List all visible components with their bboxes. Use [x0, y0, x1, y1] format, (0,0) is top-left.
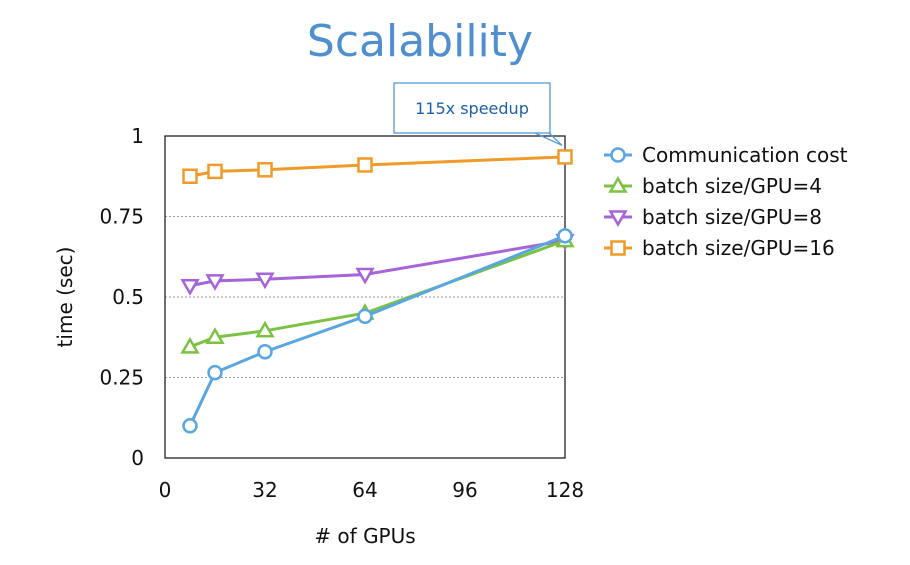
data-point — [180, 278, 200, 296]
y-tick-label: 0.75 — [99, 205, 144, 229]
data-point — [180, 336, 200, 354]
gridlines — [165, 216, 565, 378]
legend-item: batch size/GPU=4 — [604, 174, 822, 198]
speedup-callout: 115x speedup — [393, 82, 563, 146]
y-tick-label: 0.25 — [99, 366, 144, 390]
plot-area-frame — [164, 135, 566, 459]
series-3 — [182, 149, 573, 184]
x-tick-label: 96 — [452, 478, 477, 502]
series-line — [189, 239, 566, 288]
series-0 — [182, 228, 573, 434]
legend-marker — [610, 240, 626, 256]
legend-label: batch size/GPU=4 — [642, 174, 822, 198]
data-point — [357, 308, 373, 325]
y-tick-label: 0.5 — [112, 285, 144, 309]
series-1 — [180, 230, 575, 354]
legend-label: batch size/GPU=16 — [642, 236, 835, 260]
data-point — [205, 274, 225, 291]
callout-text: 115x speedup — [415, 99, 529, 118]
legend: Communication cost batch size/GPU=4 batch … — [604, 143, 848, 260]
legend-marker — [608, 210, 628, 228]
data-point — [182, 418, 198, 434]
y-tick-label: 0 — [131, 446, 144, 470]
legend-item: batch size/GPU=8 — [604, 205, 822, 229]
y-axis-ticks: 0 0.25 0.5 0.75 1 — [99, 124, 144, 470]
legend-marker — [608, 175, 628, 193]
data-point — [205, 327, 225, 344]
x-tick-label: 128 — [546, 478, 584, 502]
data-point — [357, 157, 373, 173]
y-axis-label: time (sec) — [53, 247, 77, 348]
data-point — [257, 343, 273, 360]
data-point — [182, 168, 198, 184]
series-line — [188, 234, 566, 427]
y-tick-label: 1 — [131, 124, 144, 148]
legend-item: Communication cost — [604, 143, 848, 167]
x-tick-label: 64 — [352, 478, 377, 502]
data-point — [557, 228, 573, 244]
series-2 — [180, 233, 575, 296]
data-point — [257, 162, 273, 178]
legend-marker — [610, 147, 626, 163]
series-line — [189, 155, 566, 178]
series-line — [189, 239, 566, 349]
series-layer — [180, 149, 575, 434]
data-point — [255, 272, 275, 290]
chart-title: Scalability — [307, 16, 533, 67]
legend-item: batch size/GPU=16 — [604, 236, 835, 260]
x-tick-label: 32 — [252, 478, 277, 502]
legend-label: batch size/GPU=8 — [642, 205, 822, 229]
data-point — [207, 163, 223, 180]
data-point — [557, 149, 573, 165]
legend-label: Communication cost — [642, 143, 848, 167]
callout-box — [393, 82, 551, 134]
x-axis-label: # of GPUs — [314, 524, 415, 548]
data-point — [355, 267, 375, 285]
data-point — [255, 320, 275, 338]
x-axis-ticks: 0 32 64 96 128 — [159, 478, 584, 502]
data-point — [207, 364, 223, 381]
x-tick-label: 0 — [159, 478, 172, 502]
callout-pointer — [534, 132, 563, 146]
